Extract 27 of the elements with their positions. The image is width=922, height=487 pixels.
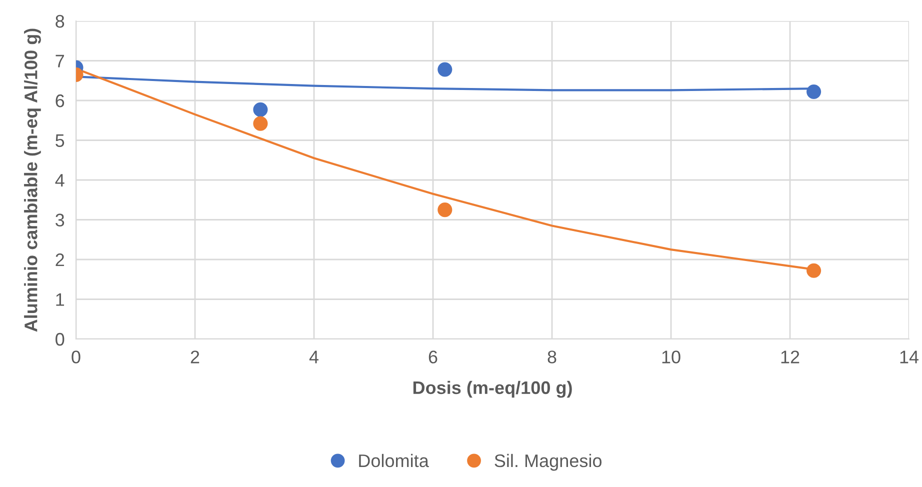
x-tick-label: 12 [781, 350, 800, 364]
y-tick-label: 8 [56, 14, 64, 28]
point [253, 116, 268, 131]
x-tick-label: 10 [662, 350, 680, 364]
y-tick-label: 5 [56, 134, 64, 147]
point [806, 263, 822, 278]
legend-label: Dolomita [359, 454, 429, 468]
y-tick-label: 4 [55, 174, 64, 187]
point [253, 102, 268, 117]
x-tick-label: 6 [428, 350, 438, 364]
y-tick-label: 7 [56, 54, 64, 68]
y-tick-label: 6 [56, 94, 64, 108]
x-tick-label: 0 [72, 350, 80, 364]
y-tick-label: 1 [56, 293, 64, 306]
legend-label: Sil. Magnesio [494, 454, 602, 471]
point [806, 84, 822, 100]
x-axis-title: Dosis (m-eq/100 g) [413, 380, 572, 398]
y-axis-title: Aluminio cambiable (m-eq Al/100 g) [24, 28, 41, 332]
point [438, 202, 452, 218]
x-tick-label: 2 [190, 350, 200, 364]
x-tick-label: 14 [900, 350, 919, 364]
y-tick-label: 2 [56, 253, 64, 266]
x-tick-label: 8 [548, 350, 556, 364]
y-tick-label: 3 [56, 214, 64, 226]
x-tick-label: 4 [309, 350, 318, 364]
y-tick-label: 0 [56, 332, 64, 346]
point [438, 62, 452, 77]
